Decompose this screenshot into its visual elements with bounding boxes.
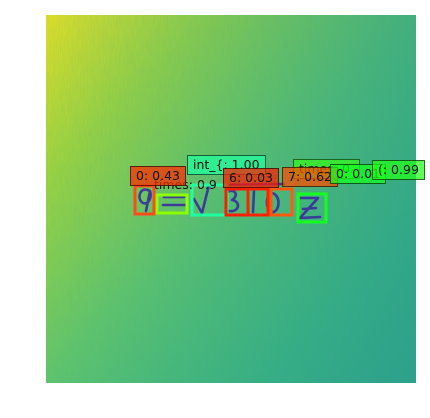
detection-boxes [133,183,328,224]
stroke-3 [224,189,240,213]
box-zero-left [133,184,156,216]
stroke-9 [138,188,152,213]
detection-label: (: 0.99 [372,160,425,180]
stroke-1 [251,189,256,214]
detection-label: 6: 0.03 [223,168,279,188]
box-zero-right [269,187,294,217]
detection-label: 0: 0.43 [130,166,186,186]
detection-label: 7: 0.62 [282,167,338,187]
detection-label: 0: 0.01 [330,164,386,184]
box-times-left [155,193,189,215]
heatmap-image [46,15,416,383]
heatmap-panel [46,15,416,383]
box-seven [246,187,270,217]
box-paren [296,192,328,224]
stroke-z [298,196,322,220]
